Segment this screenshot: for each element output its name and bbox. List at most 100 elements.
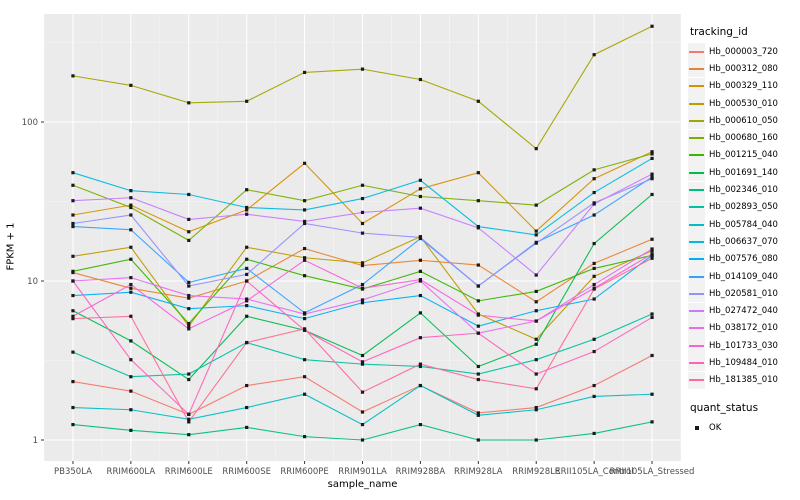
data-point — [71, 254, 75, 258]
data-point — [187, 433, 191, 437]
data-point — [476, 313, 480, 317]
data-point — [592, 177, 596, 181]
data-point — [129, 358, 133, 362]
data-point — [360, 438, 365, 442]
legend-key — [688, 129, 705, 147]
data-point — [71, 199, 75, 203]
data-point — [360, 353, 365, 358]
legend-label: Hb_038172_010 — [709, 323, 778, 334]
legend-key — [688, 371, 705, 389]
data-point — [534, 147, 538, 151]
data-point — [360, 210, 365, 215]
legend-label: Hb_101733_030 — [709, 340, 778, 351]
data-point — [245, 299, 249, 303]
data-point — [71, 221, 75, 226]
data-point — [534, 309, 538, 313]
data-point — [302, 392, 307, 396]
legend-key — [688, 354, 705, 372]
legend-line-swatch — [689, 258, 704, 261]
data-point — [592, 297, 596, 301]
legend-label: Hb_000530_010 — [709, 98, 778, 109]
legend-entries: Hb_000003_720 Hb_000312_080 Hb_000329_110 H… — [688, 43, 800, 389]
data-point — [592, 383, 596, 388]
data-point — [650, 237, 654, 241]
data-point — [302, 312, 307, 316]
legend-item: Hb_000312_080 — [688, 60, 800, 78]
data-point — [71, 269, 75, 273]
legend-key — [688, 60, 705, 78]
legend-label: Hb_000329_110 — [709, 81, 778, 92]
data-point — [129, 228, 133, 232]
legend-item: Hb_000329_110 — [688, 77, 800, 95]
data-point — [592, 274, 596, 278]
legend-label: Hb_002893_050 — [709, 202, 778, 213]
data-point — [245, 279, 249, 283]
legend-item: Hb_001215_040 — [688, 146, 800, 164]
data-point — [187, 293, 191, 298]
data-point — [418, 187, 423, 191]
data-point — [245, 205, 249, 210]
data-point — [360, 67, 365, 71]
data-point — [360, 261, 365, 265]
data-point — [360, 301, 365, 305]
data-point — [302, 246, 307, 251]
x-tick-label: RRIM928LA — [454, 467, 503, 477]
legend-key — [688, 250, 705, 268]
data-point — [360, 286, 365, 290]
data-point — [534, 438, 538, 442]
data-point — [245, 208, 249, 212]
data-point — [418, 278, 423, 282]
data-point — [534, 342, 538, 346]
x-tick-label: RRIM901LA — [338, 467, 387, 477]
data-point — [592, 266, 596, 271]
legend-item: Hb_027472_040 — [688, 302, 800, 320]
data-point — [592, 202, 596, 206]
data-point — [129, 389, 133, 393]
data-point — [71, 422, 75, 427]
data-point — [476, 413, 480, 417]
data-point — [650, 172, 654, 176]
data-point — [302, 327, 307, 331]
legend-quant-status: quant_status OK — [688, 402, 800, 436]
data-point — [360, 360, 365, 364]
legend-line-swatch — [689, 119, 704, 122]
legend-key — [688, 198, 705, 216]
legend-line-swatch — [689, 292, 704, 295]
data-point — [302, 219, 307, 224]
legend-item: Hb_007576_080 — [688, 250, 800, 268]
data-point — [476, 299, 480, 303]
data-point — [187, 238, 191, 243]
data-point — [534, 300, 538, 304]
legend-line-swatch — [689, 102, 704, 105]
data-point — [71, 293, 75, 298]
data-point — [187, 372, 191, 376]
data-point — [592, 394, 596, 399]
data-point — [245, 297, 249, 301]
data-point — [360, 183, 365, 187]
data-point — [650, 156, 654, 161]
legend-label: Hb_014109_040 — [709, 271, 778, 282]
data-point — [360, 282, 365, 287]
data-point — [302, 435, 307, 439]
legend-key — [688, 285, 705, 303]
data-point — [476, 284, 480, 288]
data-point — [476, 99, 480, 103]
data-point — [187, 280, 191, 284]
data-point — [534, 319, 538, 323]
data-point — [592, 213, 596, 217]
data-point — [650, 252, 654, 256]
legend-line-swatch — [689, 327, 704, 330]
legend-item: Hb_005784_040 — [688, 216, 800, 234]
legend-item: Hb_001691_140 — [688, 164, 800, 182]
data-point — [592, 282, 596, 287]
data-point — [592, 53, 596, 57]
data-point — [592, 337, 596, 341]
data-point — [129, 245, 133, 249]
data-point — [534, 372, 538, 376]
legend-key — [688, 319, 705, 337]
legend-key — [688, 337, 705, 355]
data-point — [592, 261, 596, 266]
legend-tracking-id: tracking_id Hb_000003_720 Hb_000312_080 Hb… — [688, 26, 800, 389]
data-point — [71, 350, 75, 354]
